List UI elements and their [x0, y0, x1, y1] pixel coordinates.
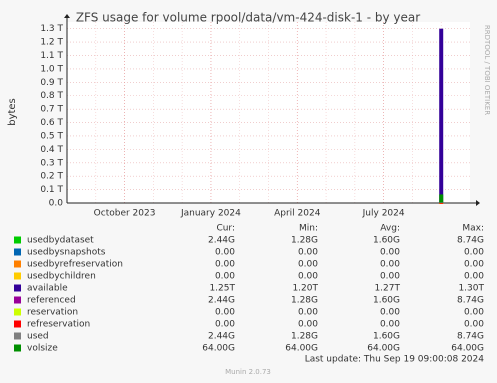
- stat-value: 64.00G: [285, 344, 318, 354]
- axis-arrow: [476, 200, 480, 206]
- y-tick-label: 0.2 T: [40, 172, 63, 182]
- axis-arrow: [64, 14, 70, 18]
- x-tick-label: April 2024: [274, 209, 321, 219]
- x-tick-label: October 2023: [94, 209, 156, 219]
- stat-header: Max:: [462, 224, 484, 234]
- stat-value: 8.74G: [457, 332, 484, 342]
- stat-value: 0.00: [215, 248, 235, 258]
- stat-value: 64.00G: [451, 344, 484, 354]
- y-tick-label: 0.0: [49, 199, 64, 209]
- legend-label: used: [27, 332, 49, 342]
- legend-swatch: [14, 308, 21, 316]
- y-tick-label: 0.8 T: [40, 91, 63, 101]
- legend-swatch: [14, 320, 21, 328]
- stat-value: 0.00: [298, 308, 318, 318]
- legend-label: reservation: [27, 308, 78, 318]
- stat-header: Min:: [299, 224, 318, 234]
- stat-value: 0.00: [215, 260, 235, 270]
- stat-header: Cur:: [216, 224, 235, 234]
- x-tick-label: July 2024: [362, 209, 405, 219]
- legend-label: usedbychildren: [27, 272, 96, 282]
- stat-value: 64.00G: [202, 344, 235, 354]
- stat-value: 1.60G: [373, 296, 400, 306]
- legend-swatch: [14, 236, 21, 244]
- y-tick-label: 0.4 T: [40, 145, 63, 155]
- legend-swatch: [14, 272, 21, 280]
- stat-value: 0.00: [464, 248, 484, 258]
- legend-label: volsize: [27, 344, 58, 354]
- y-tick-label: 0.9 T: [40, 78, 63, 88]
- y-tick-label: 0.6 T: [40, 118, 63, 128]
- stat-value: 8.74G: [457, 296, 484, 306]
- stat-value: 0.00: [380, 272, 400, 282]
- stat-value: 0.00: [380, 248, 400, 258]
- stat-value: 1.30T: [458, 284, 484, 294]
- legend-label: referenced: [27, 296, 76, 306]
- y-tick-label: 0.3 T: [40, 158, 63, 168]
- legend-label: refreservation: [27, 320, 90, 330]
- stat-value: 0.00: [380, 260, 400, 270]
- legend-swatch: [14, 284, 21, 292]
- stat-value: 8.74G: [457, 236, 484, 246]
- stat-value: 2.44G: [208, 296, 235, 306]
- footer: Munin 2.0.73: [225, 368, 271, 376]
- stat-value: 0.00: [380, 308, 400, 318]
- y-tick-label: 1.3 T: [40, 24, 63, 34]
- y-tick-label: 0.7 T: [40, 105, 63, 115]
- legend-label: usedbyrefreservation: [27, 260, 123, 270]
- stat-value: 1.27T: [374, 284, 400, 294]
- bar: [439, 194, 444, 203]
- stat-value: 2.44G: [208, 332, 235, 342]
- stat-value: 0.00: [215, 308, 235, 318]
- y-tick-label: 0.5 T: [40, 131, 63, 141]
- stat-value: 1.60G: [373, 236, 400, 246]
- stat-value: 0.00: [215, 272, 235, 282]
- legend-swatch: [14, 296, 21, 304]
- stat-value: 0.00: [380, 320, 400, 330]
- stat-value: 1.28G: [291, 236, 318, 246]
- side-text: RRDTOOL / TOBI OETIKER: [483, 25, 491, 115]
- y-tick-label: 0.1 T: [40, 185, 63, 195]
- legend-label: usedbysnapshots: [27, 248, 106, 258]
- y-tick-label: 1.0 T: [40, 64, 63, 74]
- stat-value: 0.00: [464, 308, 484, 318]
- stat-value: 1.28G: [291, 296, 318, 306]
- legend-swatch: [14, 332, 21, 340]
- stat-value: 0.00: [464, 260, 484, 270]
- stat-value: 1.28G: [291, 332, 318, 342]
- legend-swatch: [14, 260, 21, 268]
- stat-value: 0.00: [464, 320, 484, 330]
- legend-swatch: [14, 248, 21, 256]
- stat-value: 1.20T: [292, 284, 318, 294]
- stat-value: 0.00: [298, 248, 318, 258]
- stat-value: 64.00G: [367, 344, 400, 354]
- legend-label: available: [27, 284, 68, 294]
- stat-header: Avg:: [380, 224, 400, 234]
- y-tick-label: 1.2 T: [40, 38, 63, 48]
- stat-value: 2.44G: [208, 236, 235, 246]
- chart-title: ZFS usage for volume rpool/data/vm-424-d…: [76, 11, 420, 25]
- stat-value: 0.00: [464, 272, 484, 282]
- stat-value: 0.00: [215, 320, 235, 330]
- stat-value: 0.00: [298, 272, 318, 282]
- stat-value: 1.60G: [373, 332, 400, 342]
- stat-value: 0.00: [298, 260, 318, 270]
- legend-swatch: [14, 344, 21, 352]
- stat-value: 1.25T: [209, 284, 235, 294]
- x-tick-label: January 2024: [180, 209, 241, 219]
- y-tick-label: 1.1 T: [40, 51, 63, 61]
- y-axis-label: bytes: [7, 98, 18, 126]
- stat-value: 0.00: [298, 320, 318, 330]
- bar: [439, 203, 444, 204]
- last-update: Last update: Thu Sep 19 09:00:08 2024: [305, 355, 485, 365]
- bar: [439, 28, 444, 203]
- legend-label: usedbydataset: [27, 236, 94, 246]
